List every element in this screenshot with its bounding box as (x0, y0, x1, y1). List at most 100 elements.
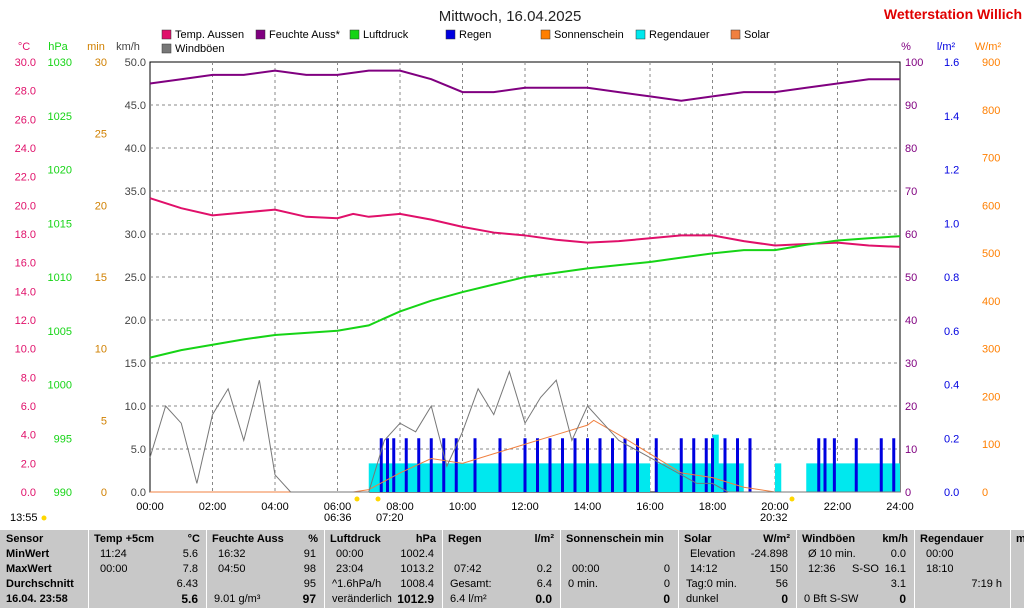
hpa-tick: 1030 (48, 57, 72, 69)
legend-label: Luftdruck (363, 29, 409, 41)
kmh-tick: 40.0 (125, 143, 146, 155)
rain-bar (748, 438, 752, 492)
solar-tick: 100 (982, 439, 1000, 451)
legend-label: Sonnenschein (554, 29, 624, 41)
column-header: Regendauer (920, 533, 984, 545)
rain-bar (392, 438, 396, 492)
rain-bar (623, 438, 627, 492)
max-time: 04:50 (218, 563, 246, 575)
column-header: Regen (448, 533, 482, 545)
solar-tick: 300 (982, 344, 1000, 356)
column-unit: W/m² (763, 533, 790, 545)
solar-tick: 800 (982, 105, 1000, 117)
pct-tick: 60 (905, 229, 917, 241)
column-header: Sonnenschein min (566, 533, 664, 545)
temp-tick: 4.0 (21, 430, 36, 442)
current-extra: veränderlich (332, 593, 392, 605)
rain-tick: 0.2 (944, 433, 959, 445)
pct-tick: 10 (905, 444, 917, 456)
legend-label: Regendauer (649, 29, 710, 41)
axis-unit: l/m² (937, 41, 956, 53)
current-value: 0 (899, 592, 906, 606)
current-extra: 9.01 g/m³ (214, 593, 261, 605)
x-tick: 12:00 (511, 501, 539, 513)
temp-tick: 24.0 (15, 143, 36, 155)
min-value: 1002.4 (400, 548, 434, 560)
table-col-regendauer: Regendauer 00:00 18:10 7:19 h (914, 530, 1010, 608)
column-header: min (1016, 533, 1024, 545)
temp-tick: 16.0 (15, 258, 36, 270)
column-unit: % (308, 533, 318, 545)
solar-tick: 900 (982, 57, 1000, 69)
pct-tick: 40 (905, 315, 917, 327)
marker-left: 13:55 (10, 512, 38, 524)
x-tick: 20:00 (761, 501, 789, 513)
row-label: MinWert (6, 548, 50, 560)
pct-tick: 100 (905, 57, 923, 69)
min-time: 16:32 (218, 548, 246, 560)
rain-bar (692, 438, 696, 492)
max-value: 1013.2 (400, 563, 434, 575)
column-divider (1010, 530, 1011, 608)
legend-swatch (540, 29, 551, 40)
min-value: -24.898 (750, 548, 788, 560)
max-value: 98 (303, 563, 316, 575)
legend-label: Temp. Aussen (175, 29, 244, 41)
solar-tick: 600 (982, 200, 1000, 212)
min-tick: 15 (95, 272, 107, 284)
rain-tick: 1.2 (944, 165, 959, 177)
avg-label: Gesamt: (450, 578, 492, 590)
current-extra: dunkel (686, 593, 719, 605)
min-time: Ø 10 min. (808, 548, 856, 560)
temp-tick: 8.0 (21, 372, 36, 384)
axis-unit: W/m² (975, 41, 1002, 53)
temp-tick: 0.0 (21, 487, 36, 499)
axis-unit: hPa (48, 41, 68, 53)
rain-bar (736, 438, 739, 492)
pct-tick: 20 (905, 401, 917, 413)
rain-bar (636, 438, 639, 492)
x-tick: 24:00 (886, 501, 914, 513)
rain-bar (823, 438, 827, 492)
rain-tick: 0.0 (944, 487, 959, 499)
max-time: 23:04 (336, 563, 364, 575)
pct-tick: 50 (905, 272, 917, 284)
rain-bar (832, 438, 836, 492)
rain-bar (454, 438, 458, 492)
rain-tick: 1.6 (944, 57, 959, 69)
row-label: MaxWert (6, 563, 52, 575)
max-value: 16.1 (884, 563, 906, 575)
marker-sunrise2: 07:20 (376, 512, 404, 524)
max-time: 14:12 (690, 563, 718, 575)
kmh-tick: 50.0 (125, 57, 146, 69)
rain-bar (879, 438, 883, 492)
rain-bar (892, 438, 896, 492)
column-header: Feuchte Auss (212, 533, 284, 545)
axis-unit: km/h (116, 41, 140, 53)
max-time: 07:42 (454, 563, 482, 575)
stats-table: Sensor MinWert MaxWert Durchschnitt 16.04. 2… (0, 530, 1024, 608)
x-tick: 18:00 (699, 501, 727, 513)
pct-tick: 70 (905, 186, 917, 198)
kmh-tick: 25.0 (125, 272, 146, 284)
max-value: 0 (663, 563, 670, 575)
sun-marker (41, 515, 47, 521)
station-name: Wetterstation Willich (884, 6, 1022, 22)
chart-title: Mittwoch, 16.04.2025 (439, 8, 582, 25)
legend-swatch (635, 29, 646, 40)
kmh-tick: 15.0 (125, 358, 146, 370)
avg-label: 0 min. (568, 578, 598, 590)
axis-unit: min (87, 41, 105, 53)
table-col-sonne: Sonnenschein min 00:00 0 0 min. 0 0 (560, 530, 678, 608)
temp-tick: 6.0 (21, 401, 36, 413)
rain-bar (679, 438, 683, 492)
x-tick: 14:00 (574, 501, 602, 513)
axis-unit: % (901, 41, 911, 53)
column-divider (914, 530, 915, 608)
solar-tick: 0 (982, 487, 988, 499)
x-tick: 00:00 (136, 501, 164, 513)
pct-tick: 90 (905, 100, 917, 112)
legend-swatch (161, 29, 172, 40)
pct-tick: 30 (905, 358, 917, 370)
rain-bar (442, 438, 446, 492)
